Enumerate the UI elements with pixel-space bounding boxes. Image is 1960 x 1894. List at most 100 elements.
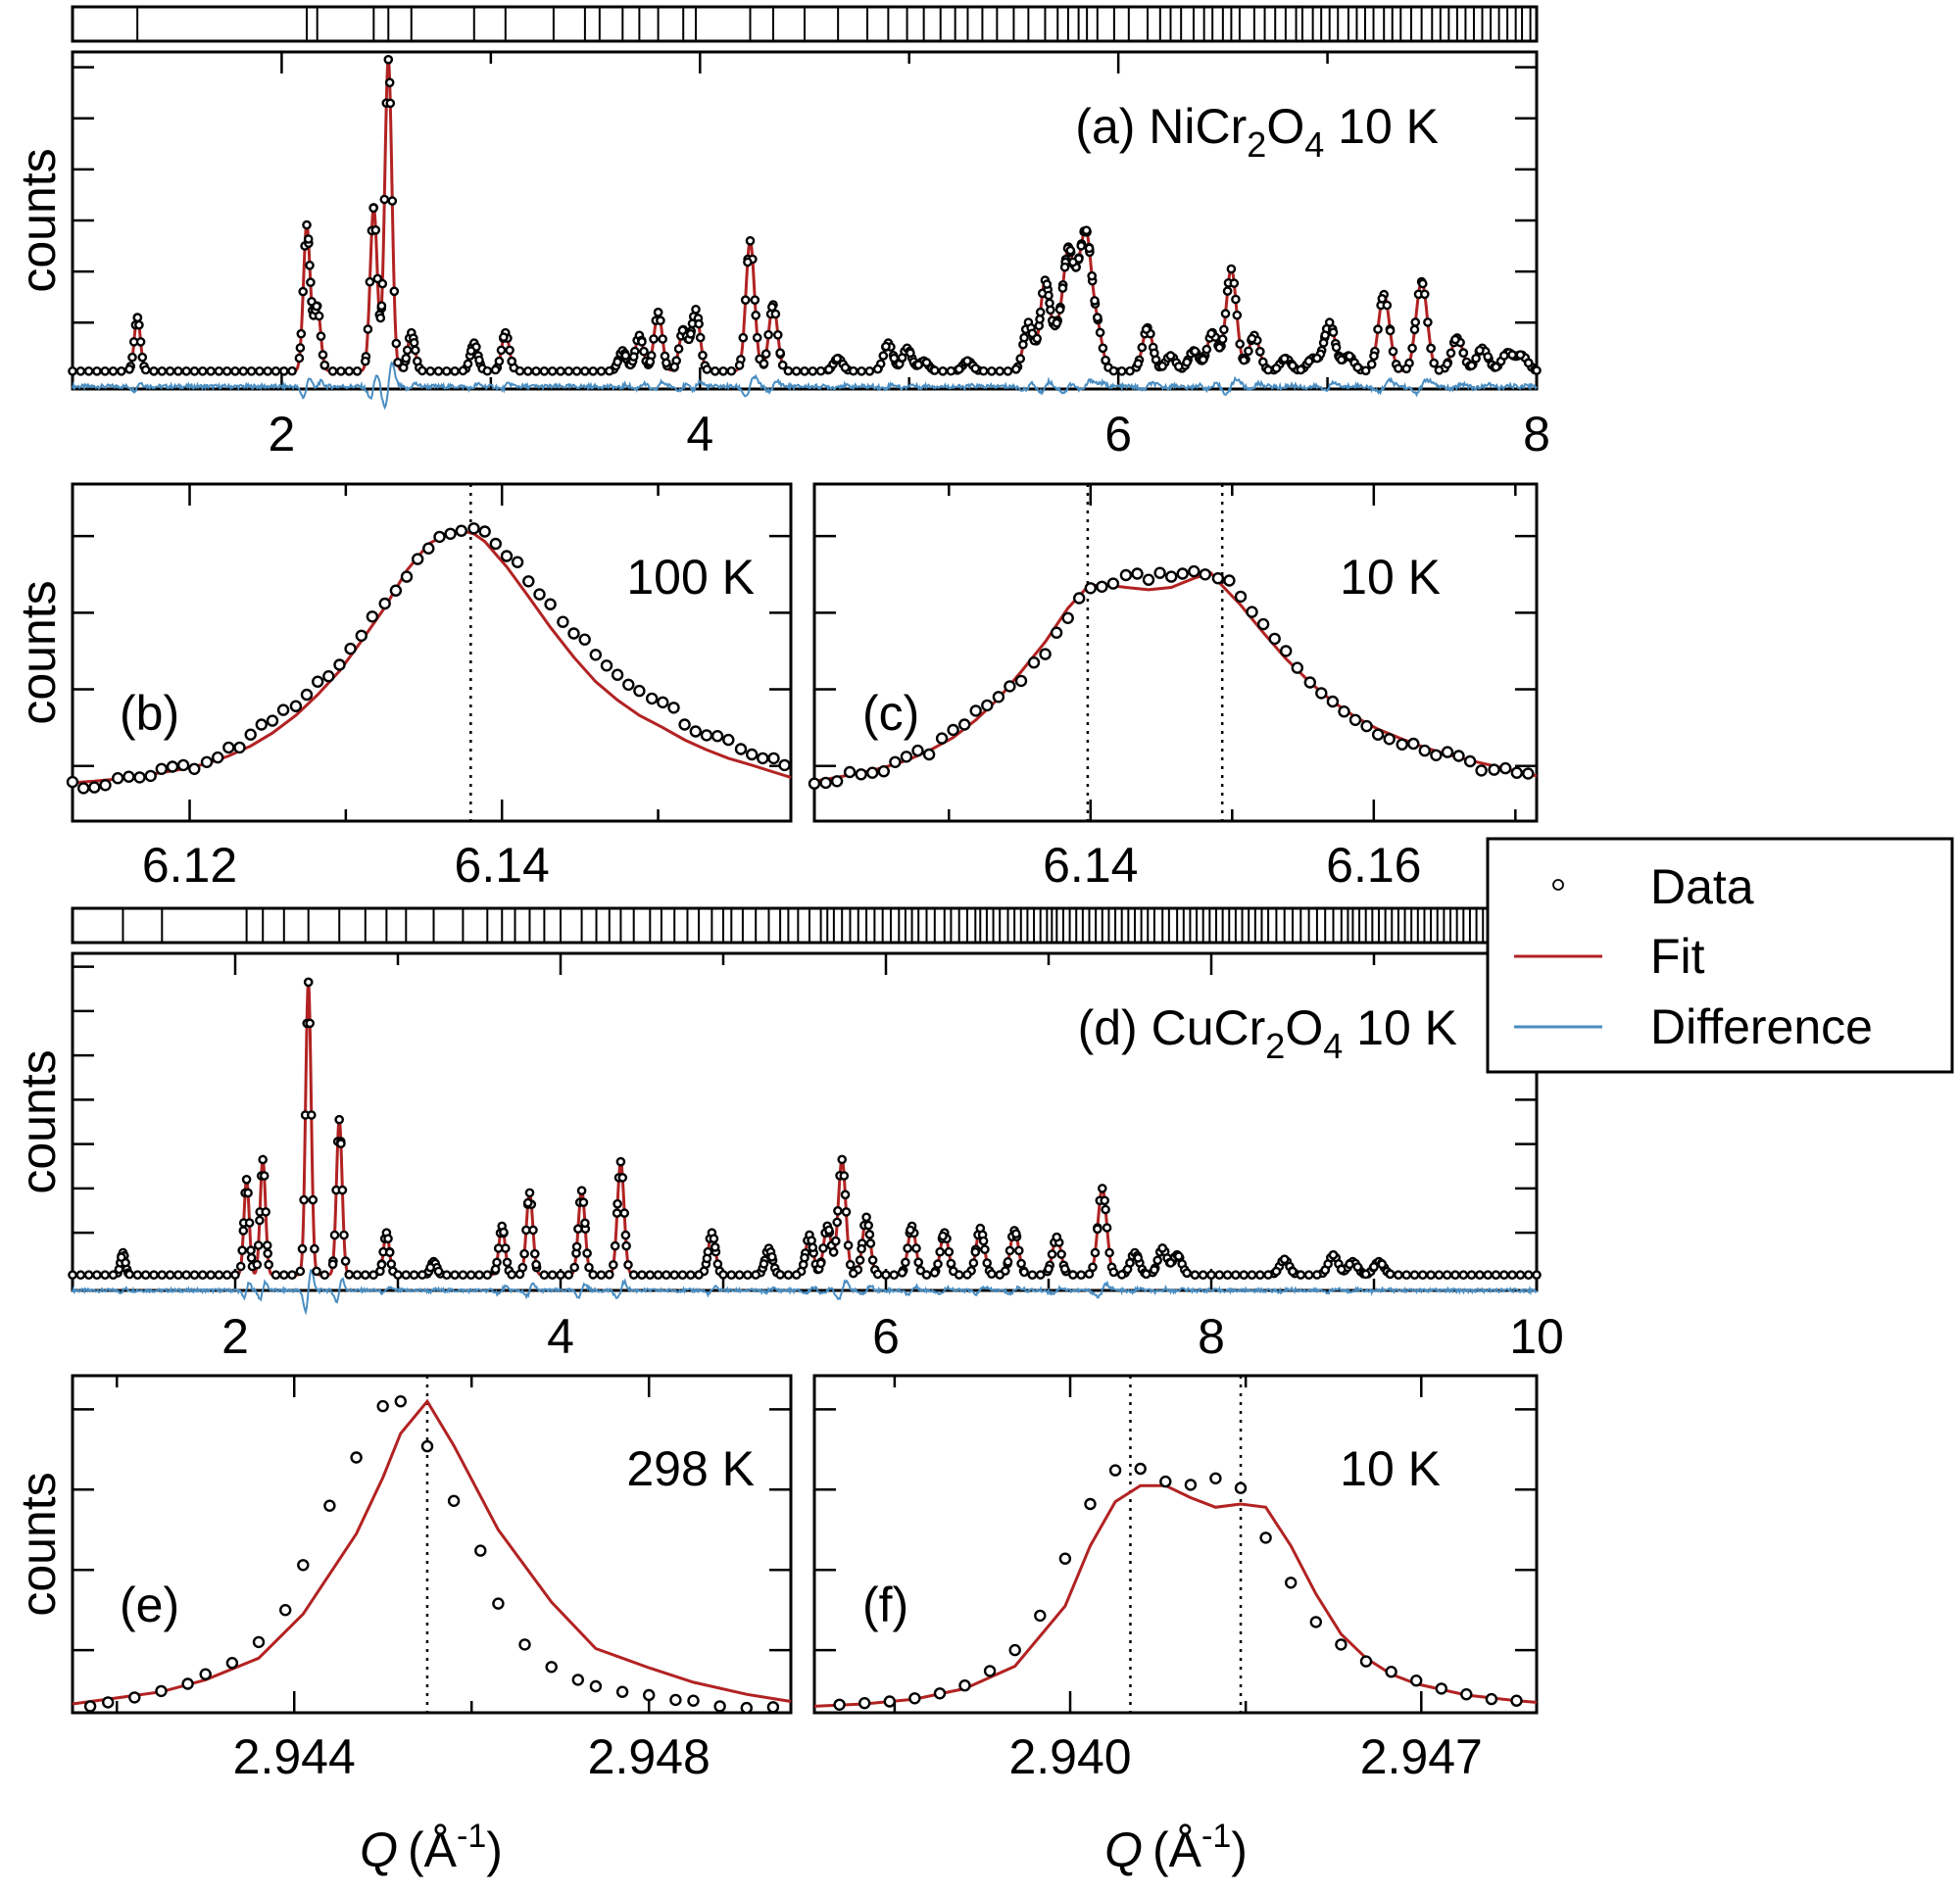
data-point-d-346 [686,1270,696,1280]
data-point-d-409 [1198,1270,1208,1280]
data-point-a-535 [1271,364,1282,373]
data-point-d-337 [612,1198,622,1209]
data-point-c-29 [1142,573,1155,586]
data-point-a-28 [363,324,373,334]
panel-f-fit-line [813,1483,1538,1708]
data-point-a-390 [92,365,102,376]
data-point-d-329 [547,1270,558,1280]
data-point-b-17 [255,718,268,731]
data-point-d-309 [384,1247,395,1257]
data-point-d-310 [393,1270,403,1280]
data-point-a-546 [1360,365,1371,376]
data-point-c-10 [922,748,936,761]
data-point-b-34 [444,527,457,540]
data-point-a-438 [482,365,493,376]
data-point-d-136 [831,1236,841,1246]
xtick-label-c-0: 6.14 [1043,838,1138,893]
data-point-b-11 [188,762,201,775]
data-point-b-20 [289,700,303,712]
data-point-d-148 [861,1212,871,1223]
data-point-c-9 [911,744,924,757]
data-point-a-494 [938,365,948,376]
data-point-d-437 [1426,1270,1436,1280]
data-point-a-413 [278,365,289,376]
data-point-d-314 [425,1262,436,1273]
data-point-d-421 [1296,1270,1306,1280]
panel-d-title: (d) CuCr2O4 10 K [1078,1000,1457,1066]
data-point-a-285 [1232,310,1243,320]
data-point-b-49 [611,668,624,681]
data-point-d-302 [327,1259,338,1270]
data-point-d-356 [767,1252,777,1262]
data-point-a-388 [75,365,86,376]
panel-f-frame [812,1374,1539,1715]
data-point-e-11 [350,1451,363,1464]
panel-e-temperature: 298 K [626,1441,755,1496]
xtick-label-b-1: 6.14 [455,838,550,893]
xlabel-right-unit: (Å [1152,1822,1202,1877]
data-point-d-10 [237,1245,247,1255]
data-point-d-420 [1288,1266,1298,1277]
data-point-a-398 [157,365,168,376]
data-point-d-313 [417,1270,427,1280]
data-point-d-334 [588,1270,599,1280]
data-point-a-24 [316,331,326,342]
xlabel-right: Q (Å-1) [1104,1818,1248,1877]
data-point-d-218 [1152,1255,1162,1266]
panel-c-label: (c) [862,686,919,741]
data-point-e-2 [128,1691,141,1704]
data-point-d-429 [1360,1269,1371,1280]
data-point-d-440 [1450,1270,1460,1280]
data-point-d-98 [623,1260,633,1270]
data-point-a-475 [783,365,794,376]
panel-e-ticks [73,1376,791,1713]
data-point-a-506 [1035,307,1046,317]
data-point-b-58 [710,730,724,743]
data-point-d-81 [569,1262,580,1273]
data-point-d-88 [582,1248,592,1258]
panel-b: 6.12 6.14 counts 100 K (b) [11,482,793,893]
data-point-d-139 [837,1154,848,1165]
panel-a-difference-line [72,361,1538,411]
data-point-a-484 [857,365,866,376]
data-point-c-0 [808,777,821,790]
data-point-c-14 [969,704,982,717]
data-point-c-40 [1268,632,1281,646]
data-point-c-24 [1084,582,1098,595]
data-point-e-23 [643,1688,656,1702]
data-point-a-428 [401,353,412,364]
data-point-a-344 [1410,317,1421,327]
data-point-b-0 [66,775,79,789]
data-point-b-18 [266,714,279,727]
data-point-d-272 [83,1270,94,1280]
data-point-d-43 [339,1230,349,1240]
data-point-a-458 [645,357,656,367]
data-point-a-481 [832,354,843,364]
data-point-a-417 [312,301,321,312]
data-point-b-28 [378,597,391,610]
data-point-d-359 [791,1270,802,1280]
data-point-a-452 [596,365,607,376]
data-point-b-61 [746,748,759,761]
data-point-a-495 [946,365,956,376]
xtick-label-d-2: 6 [872,1309,900,1364]
data-point-a-9 [294,353,305,364]
data-point-d-350 [718,1270,728,1280]
panel-b-frame [71,482,793,823]
data-point-c-12 [947,723,959,737]
data-point-d-178 [982,1258,993,1268]
data-point-a-412 [270,365,281,376]
data-point-d-390 [1044,1264,1054,1274]
data-point-a-338 [1382,300,1393,311]
panel-a-title-prefix: (a) NiCr [1075,99,1247,154]
data-point-d-299 [303,977,314,988]
data-point-d-332 [571,1241,582,1252]
data-point-a-485 [864,365,875,376]
data-point-a-65 [496,345,507,356]
data-point-a-456 [628,352,639,362]
data-point-b-21 [300,688,314,702]
data-point-d-333 [580,1218,590,1229]
data-point-b-40 [511,556,524,568]
data-point-d-86 [578,1197,589,1207]
data-point-f-10 [1084,1497,1097,1511]
